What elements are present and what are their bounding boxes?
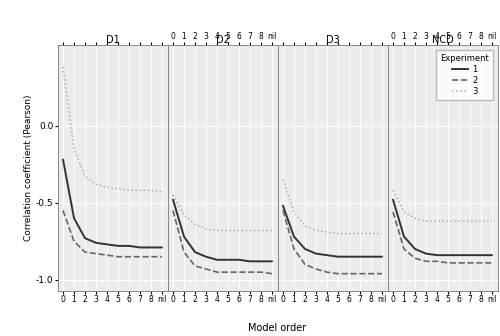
Text: NCD: NCD — [432, 35, 454, 45]
Y-axis label: Correlation coefficient (Pearson): Correlation coefficient (Pearson) — [24, 95, 33, 241]
Text: D1: D1 — [106, 35, 120, 45]
Text: D2: D2 — [216, 35, 230, 45]
Text: D3: D3 — [326, 35, 340, 45]
Legend: 1, 2, 3: 1, 2, 3 — [436, 49, 494, 100]
Text: Model order: Model order — [248, 323, 306, 333]
